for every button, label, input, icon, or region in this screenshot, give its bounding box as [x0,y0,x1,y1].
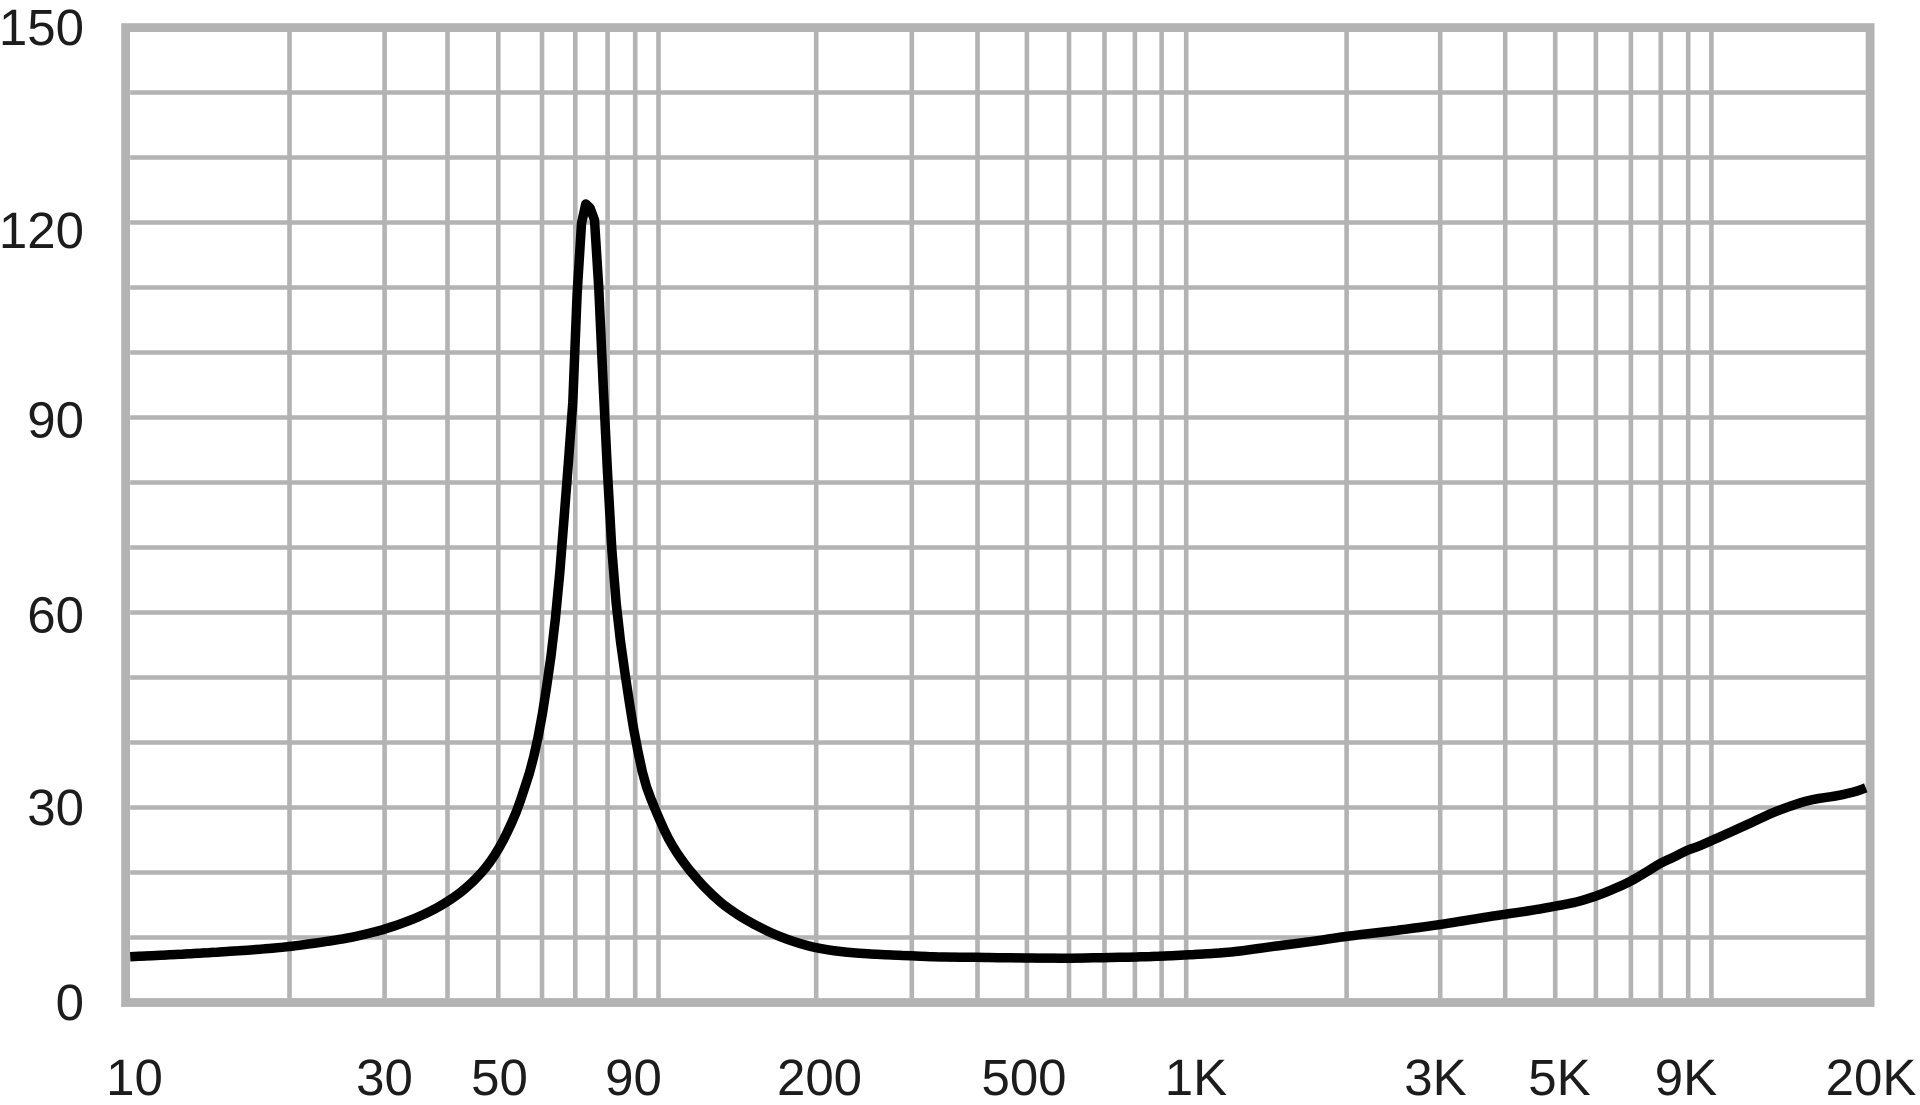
svg-text:60: 60 [27,587,84,644]
svg-text:90: 90 [605,1049,662,1105]
svg-text:30: 30 [356,1049,413,1105]
svg-text:90: 90 [27,391,84,448]
svg-text:9K: 9K [1655,1049,1717,1105]
svg-text:5K: 5K [1528,1049,1590,1105]
svg-text:150: 150 [0,0,84,56]
svg-text:20K: 20K [1826,1049,1917,1105]
svg-text:0: 0 [56,974,84,1031]
svg-text:1K: 1K [1165,1049,1227,1105]
svg-text:30: 30 [27,779,84,836]
svg-text:10: 10 [106,1049,163,1105]
svg-text:120: 120 [0,202,84,259]
svg-text:200: 200 [777,1049,862,1105]
svg-text:50: 50 [471,1049,528,1105]
svg-text:3K: 3K [1404,1049,1466,1105]
svg-text:500: 500 [981,1049,1066,1105]
